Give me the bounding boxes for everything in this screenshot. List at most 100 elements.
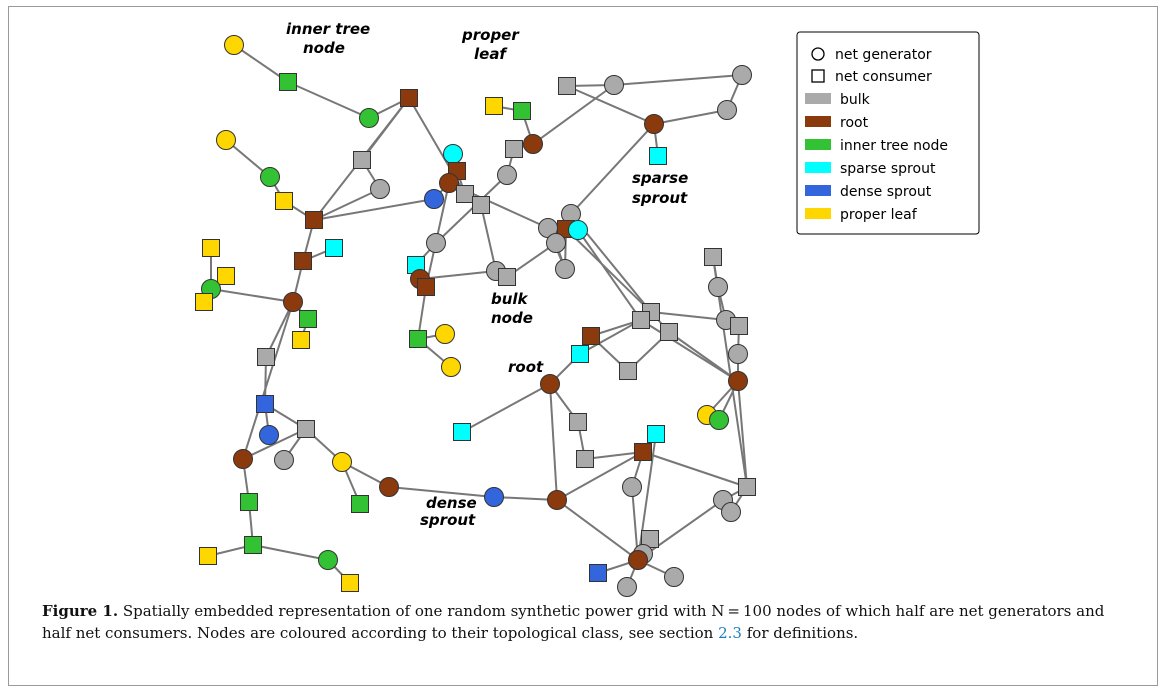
node-generator-bulk bbox=[728, 344, 748, 364]
node-consumer-root bbox=[400, 89, 418, 107]
node-generator-leaf bbox=[224, 35, 244, 55]
node-consumer-root bbox=[634, 443, 652, 461]
node-generator-root bbox=[283, 292, 303, 312]
node-generator-leaf bbox=[435, 324, 455, 344]
node-generator-inner bbox=[318, 550, 338, 570]
legend-generator-marker bbox=[811, 47, 825, 61]
edge-88 bbox=[579, 319, 642, 355]
node-consumer-bulk bbox=[353, 151, 371, 169]
node-generator-dense bbox=[484, 487, 504, 507]
annotation-bulk-node-line1: bulk bbox=[491, 290, 529, 308]
edge-93 bbox=[461, 383, 551, 433]
node-consumer-bulk bbox=[576, 450, 594, 468]
legend-label-dense: dense sprout bbox=[840, 184, 932, 200]
node-consumer-inner bbox=[351, 495, 369, 513]
node-generator-inner bbox=[709, 410, 729, 430]
legend-box bbox=[796, 31, 980, 235]
edge-36 bbox=[388, 486, 495, 498]
node-generator-bulk bbox=[732, 65, 752, 85]
node-generator-leaf bbox=[332, 452, 352, 472]
legend-generator-label: net generator bbox=[835, 47, 932, 63]
legend-swatch-sparse bbox=[805, 162, 831, 173]
annotation-dense-sprout-line2: sprout bbox=[420, 511, 476, 529]
node-generator-root bbox=[540, 374, 560, 394]
edge-6 bbox=[313, 188, 381, 221]
edge-64 bbox=[566, 85, 655, 125]
node-consumer-inner bbox=[240, 493, 258, 511]
legend-label-sparse: sparse sprout bbox=[840, 161, 936, 177]
node-consumer-bulk bbox=[472, 196, 490, 214]
edge-20 bbox=[265, 301, 294, 358]
node-generator-root bbox=[379, 477, 399, 497]
node-consumer-inner bbox=[244, 536, 262, 554]
node-generator-bulk bbox=[708, 277, 728, 297]
node-consumer-leaf bbox=[341, 574, 359, 592]
edge-27 bbox=[242, 301, 294, 460]
node-consumer-sparse bbox=[647, 425, 665, 443]
annotation-inner-tree-node-line1: inner tree bbox=[286, 20, 370, 38]
node-generator-root bbox=[439, 173, 459, 193]
node-consumer-bulk bbox=[738, 478, 756, 496]
edge-61 bbox=[613, 74, 743, 86]
node-consumer-sparse bbox=[649, 147, 667, 165]
edge-31 bbox=[252, 544, 329, 561]
legend-swatch-dense bbox=[805, 185, 831, 196]
node-consumer-bulk bbox=[297, 420, 315, 438]
node-generator-sparse bbox=[443, 144, 463, 164]
annotation-sparse-sprout-line2: sprout bbox=[632, 189, 688, 207]
legend-label-leaf: proper leaf bbox=[840, 207, 918, 223]
node-consumer-sparse bbox=[453, 423, 471, 441]
node-generator-inner bbox=[260, 167, 280, 187]
edge-42 bbox=[435, 174, 508, 244]
node-consumer-leaf bbox=[202, 239, 220, 257]
node-generator-sparse bbox=[568, 220, 588, 240]
node-consumer-bulk bbox=[619, 362, 637, 380]
edge-67 bbox=[532, 84, 615, 145]
legend-label-bulk: bulk bbox=[840, 92, 871, 108]
annotation-dense-sprout-line1: dense bbox=[426, 494, 477, 512]
node-generator-root bbox=[728, 371, 748, 391]
node-generator-dense bbox=[424, 189, 444, 209]
edge-1 bbox=[287, 81, 370, 119]
edge-99 bbox=[556, 451, 644, 501]
edge-66 bbox=[570, 123, 655, 215]
node-consumer-leaf bbox=[275, 192, 293, 210]
node-generator-bulk bbox=[555, 259, 575, 279]
legend-swatch-root bbox=[805, 116, 831, 127]
legend-swatch-bulk bbox=[805, 93, 831, 104]
section-ref-link[interactable]: 2.3 bbox=[718, 624, 742, 642]
legend-swatch-leaf bbox=[805, 208, 831, 219]
annotation-proper-leaf-line1: proper bbox=[461, 26, 520, 44]
node-consumer-root bbox=[417, 278, 435, 296]
edge-75 bbox=[577, 229, 642, 321]
node-consumer-bulk bbox=[456, 185, 474, 203]
node-consumer-leaf bbox=[199, 547, 217, 565]
caption-text: Spatially embedded representation of one… bbox=[42, 602, 1105, 642]
node-consumer-bulk bbox=[505, 140, 523, 158]
node-consumer-sparse bbox=[571, 345, 589, 363]
graph-nodes bbox=[195, 35, 756, 597]
node-consumer-bulk bbox=[498, 268, 516, 286]
node-consumer-bulk bbox=[257, 348, 275, 366]
node-generator-bulk bbox=[546, 233, 566, 253]
node-generator-bulk bbox=[717, 100, 737, 120]
edge-101 bbox=[642, 451, 748, 488]
legend-swatch-inner bbox=[805, 139, 831, 150]
node-consumer-inner bbox=[279, 73, 297, 91]
node-generator-leaf bbox=[216, 130, 236, 150]
edge-85 bbox=[640, 319, 739, 382]
node-generator-bulk bbox=[721, 502, 741, 522]
power-grid-graph: inner tree node proper leaf sparse sprou… bbox=[195, 20, 980, 597]
edge-21 bbox=[313, 198, 435, 221]
node-generator-bulk bbox=[426, 233, 446, 253]
figure-caption: Figure 1. Spatially embedded representat… bbox=[42, 600, 1132, 644]
edge-63 bbox=[653, 109, 728, 125]
edge-76 bbox=[565, 228, 652, 313]
edge-108 bbox=[737, 380, 748, 488]
node-consumer-leaf bbox=[217, 267, 235, 285]
node-generator-root bbox=[628, 550, 648, 570]
node-generator-bulk bbox=[497, 165, 517, 185]
node-consumer-root bbox=[305, 211, 323, 229]
annotation-proper-leaf-line2: leaf bbox=[474, 45, 508, 63]
edge-86 bbox=[668, 331, 739, 382]
